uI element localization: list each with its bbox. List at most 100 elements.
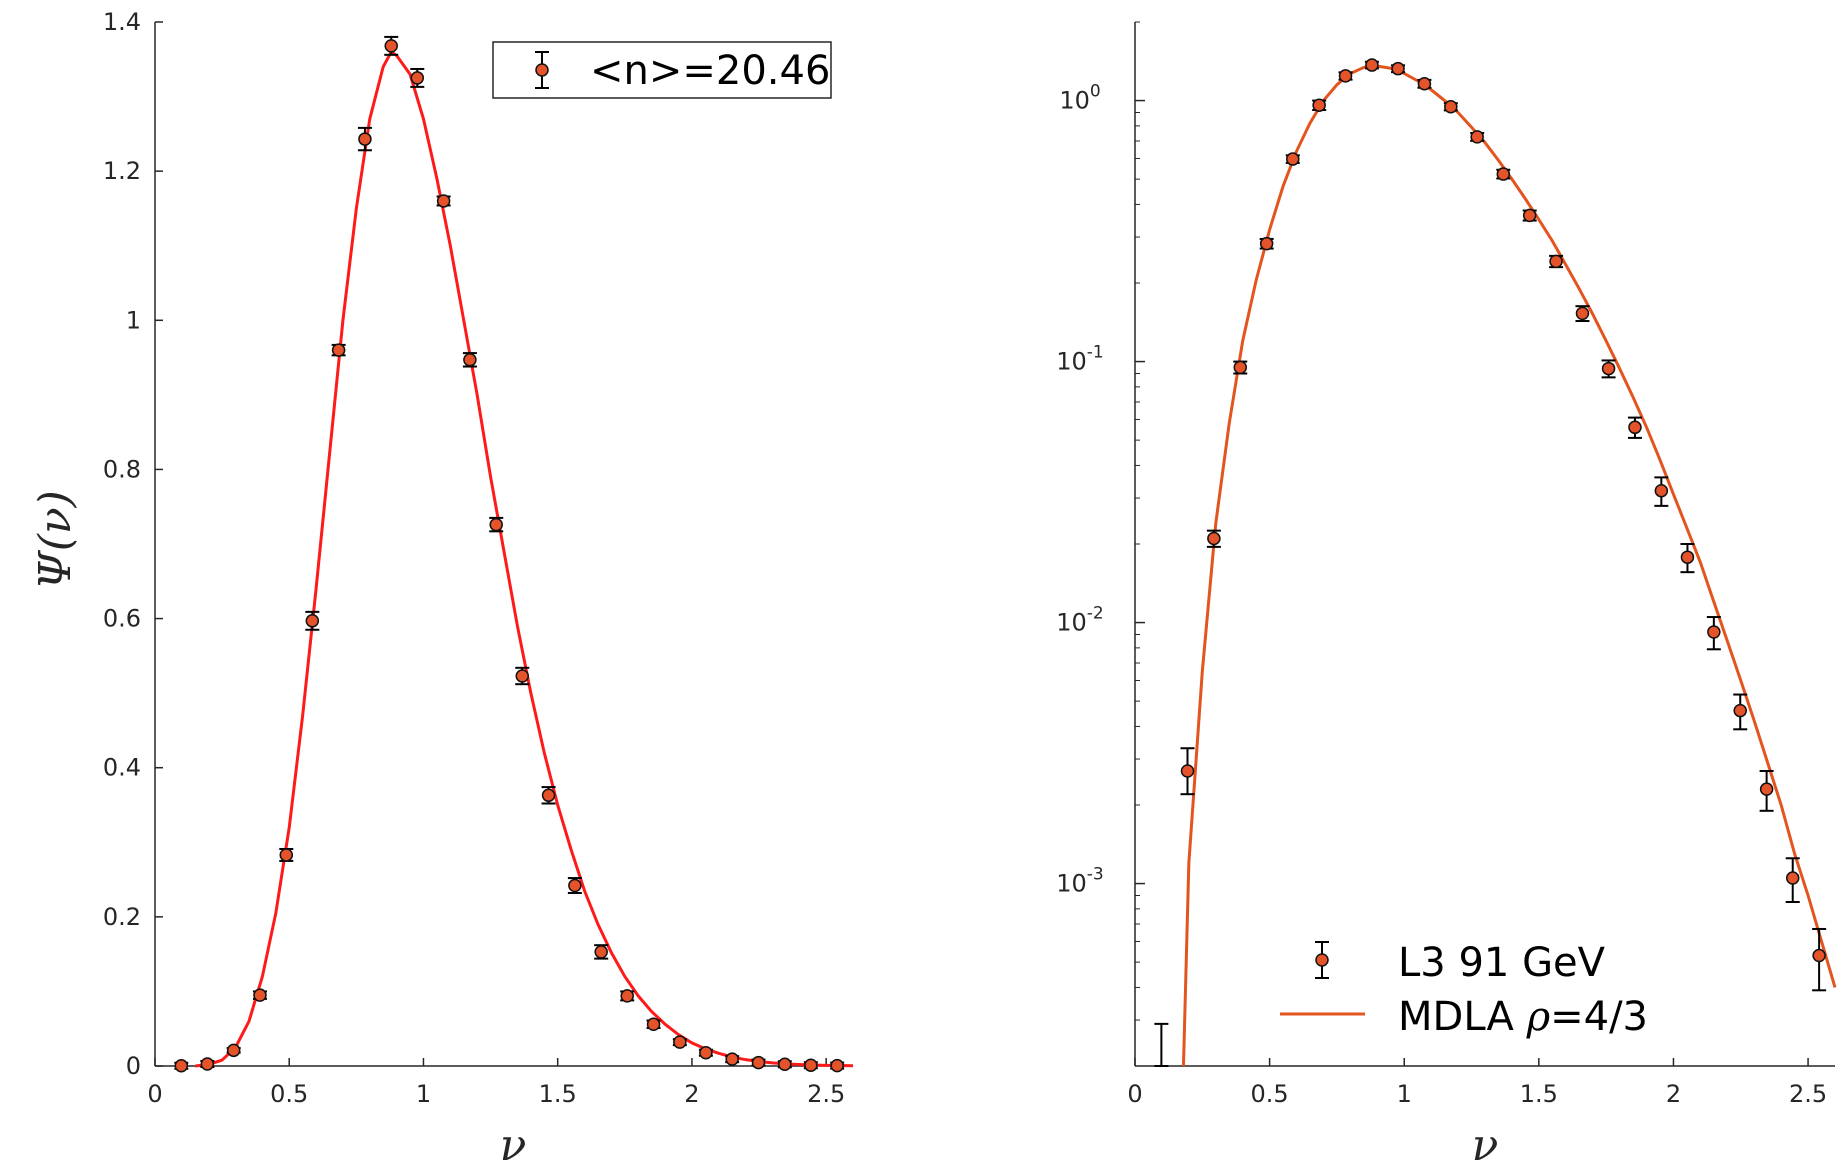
y-tick-mantissa: 10 xyxy=(1056,348,1087,376)
data-marker xyxy=(1812,948,1826,963)
legend-rho-value: =4/3 xyxy=(1550,994,1648,1040)
right-data-point xyxy=(1285,152,1300,166)
data-marker xyxy=(1628,420,1642,435)
data-marker xyxy=(751,1055,766,1070)
left-axes xyxy=(154,22,853,1067)
right-x-tick-label: 1.5 xyxy=(1520,1080,1558,1108)
left-data-point xyxy=(725,1052,740,1066)
data-marker xyxy=(1286,152,1300,166)
data-marker xyxy=(725,1052,739,1066)
left-data-point xyxy=(305,610,320,631)
left-x-tick-label: 2.5 xyxy=(807,1080,845,1108)
right-x-tick-label: 0.5 xyxy=(1251,1080,1289,1108)
right-y-tick-label: 100 xyxy=(1059,82,1100,115)
right-legend-label-data: L3 91 GeV xyxy=(1398,940,1606,986)
left-data-point xyxy=(830,1058,845,1073)
right-x-tick-label: 2 xyxy=(1666,1080,1681,1108)
data-marker xyxy=(673,1035,687,1049)
left-x-tick-label: 2 xyxy=(684,1080,699,1108)
data-marker xyxy=(489,517,503,532)
right-data-point xyxy=(1733,693,1748,731)
left-y-tick-label: 0.2 xyxy=(103,903,141,931)
y-tick-mantissa: 10 xyxy=(1056,870,1087,898)
right-data-point xyxy=(1154,1022,1169,1067)
left-chart: 0 0.5 1 1.5 2 2.500.20.40.60.811.21.4 ν Ψ(ν) … xyxy=(30,8,854,1171)
right-legend: L3 91 GeV MDLA ρ=4/3 xyxy=(1280,940,1648,1040)
left-data-point xyxy=(436,194,451,208)
data-marker xyxy=(1365,58,1379,72)
right-data-point xyxy=(1759,769,1774,812)
data-marker xyxy=(1417,76,1432,91)
right-data-point xyxy=(1364,58,1379,72)
left-x-tick-label: 0.5 xyxy=(270,1080,308,1108)
right-data-point xyxy=(1706,616,1721,651)
left-data-point xyxy=(567,877,582,894)
right-legend-label-model: MDLA ρ=4/3 xyxy=(1398,994,1648,1040)
data-marker xyxy=(436,194,451,208)
data-marker xyxy=(331,343,346,357)
left-data-point xyxy=(226,1043,241,1058)
right-data-point xyxy=(1470,130,1485,144)
y-tick-exponent: -3 xyxy=(1087,865,1104,885)
right-data-point xyxy=(1206,529,1221,548)
left-legend-symbol xyxy=(535,51,549,89)
right-data-point xyxy=(1627,416,1642,439)
right-data-point xyxy=(1549,254,1564,269)
data-marker xyxy=(1654,483,1669,498)
left-fit-curve xyxy=(195,49,854,1068)
left-x-axis-title: ν xyxy=(500,1120,527,1171)
data-marker xyxy=(699,1045,713,1060)
y-tick-exponent: -2 xyxy=(1087,604,1104,624)
right-data-point xyxy=(1233,360,1248,375)
data-marker xyxy=(515,669,530,683)
right-fit-curve xyxy=(1181,64,1837,1067)
left-data-point xyxy=(541,786,556,805)
right-data-point xyxy=(1654,476,1669,507)
legend-model-name: MDLA xyxy=(1398,994,1527,1040)
left-data-point xyxy=(646,1017,661,1031)
left-data-point xyxy=(384,35,399,56)
left-data-point xyxy=(803,1058,818,1072)
right-data-point xyxy=(1259,236,1274,251)
data-marker xyxy=(358,132,372,146)
left-y-tick-label: 1.2 xyxy=(103,157,141,185)
left-legend-label: <n>=20.46 xyxy=(590,48,830,94)
data-marker xyxy=(1233,360,1248,375)
data-marker xyxy=(1444,99,1458,114)
right-data-point xyxy=(1417,76,1432,91)
data-marker xyxy=(830,1058,844,1073)
left-y-tick-label: 1.4 xyxy=(103,8,141,36)
left-y-tick-label: 0 xyxy=(126,1052,141,1080)
right-data-point xyxy=(1812,927,1827,992)
left-data-point xyxy=(489,516,504,533)
y-tick-mantissa: 10 xyxy=(1056,609,1087,637)
left-y-tick-label: 0.8 xyxy=(103,455,141,483)
left-data-point xyxy=(594,944,609,960)
right-x-tick-label: 0 xyxy=(1127,1080,1142,1108)
right-data-point xyxy=(1522,208,1537,223)
right-legend-symbol-data xyxy=(1315,941,1329,979)
data-marker xyxy=(1470,130,1484,144)
right-axes xyxy=(1134,22,1835,1067)
right-data-points xyxy=(1154,58,1827,1067)
right-x-tick-label: 1 xyxy=(1397,1080,1412,1108)
left-data-point xyxy=(515,666,530,686)
data-marker xyxy=(279,848,294,862)
legend-marker xyxy=(535,63,549,77)
data-marker xyxy=(594,945,608,959)
right-data-point xyxy=(1338,69,1353,83)
y-tick-exponent: -1 xyxy=(1087,343,1104,363)
data-marker xyxy=(1312,98,1326,112)
data-marker xyxy=(568,878,582,893)
left-legend-box xyxy=(492,41,832,99)
data-marker xyxy=(1259,236,1274,251)
right-y-tick-label: 10-2 xyxy=(1056,604,1104,637)
left-data-point xyxy=(751,1055,766,1070)
data-marker xyxy=(384,39,398,53)
data-marker xyxy=(253,988,267,1002)
left-curve-line xyxy=(195,49,854,1068)
legend-rho-symbol: ρ xyxy=(1526,994,1551,1040)
right-data-point xyxy=(1601,359,1616,379)
data-marker xyxy=(620,989,634,1003)
